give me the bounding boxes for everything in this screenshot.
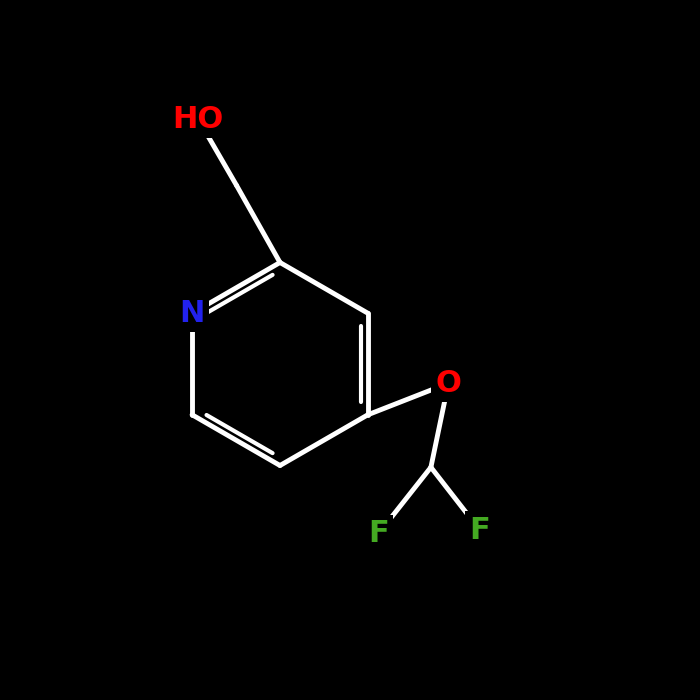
Text: N: N (179, 299, 205, 328)
Text: O: O (435, 369, 461, 398)
Text: HO: HO (172, 104, 224, 134)
Text: F: F (368, 519, 388, 548)
Text: F: F (470, 516, 490, 545)
